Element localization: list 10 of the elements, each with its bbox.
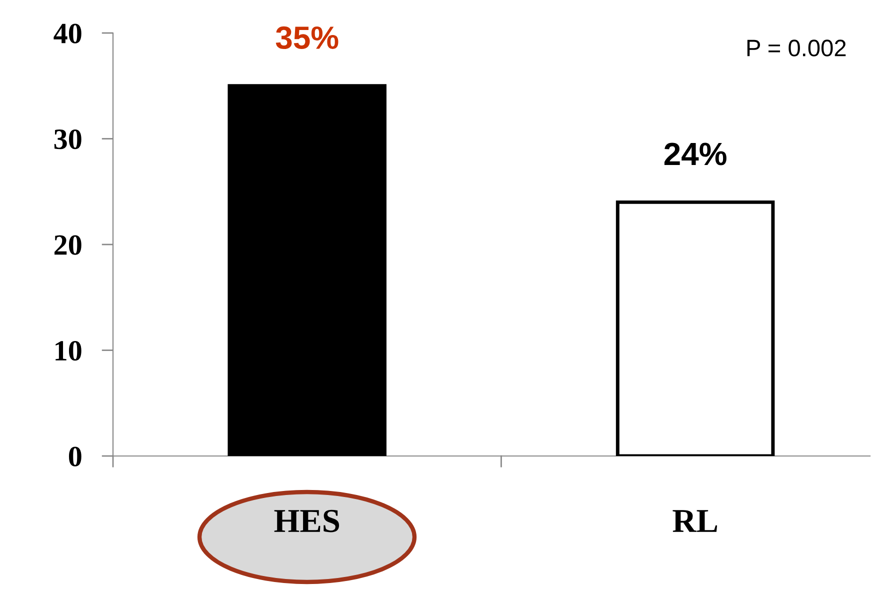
data-label: 24%	[664, 142, 726, 166]
y-tick-label: 20	[54, 235, 82, 255]
y-tick-label: 40	[54, 24, 82, 44]
x-tick-label: HES	[274, 510, 340, 532]
annotation: P = 0.002	[747, 40, 846, 56]
x-tick-label: RL	[672, 510, 718, 532]
y-tick-label: 10	[56, 340, 82, 361]
y-tick-label: 0	[68, 446, 82, 466]
y-tick-label: 30	[54, 129, 82, 150]
data-label: 35%	[276, 26, 338, 50]
